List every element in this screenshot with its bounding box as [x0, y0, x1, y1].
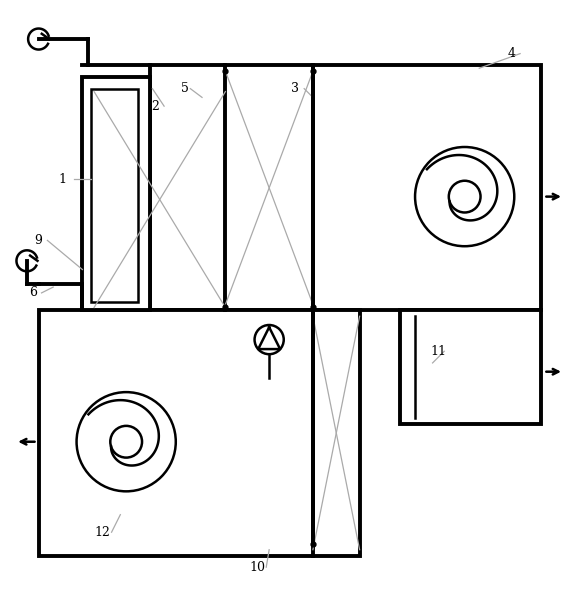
Text: 1: 1 — [58, 173, 66, 186]
Circle shape — [77, 392, 176, 491]
Circle shape — [254, 325, 284, 354]
Text: 6: 6 — [29, 287, 37, 300]
Bar — [39, 311, 360, 555]
Text: 4: 4 — [507, 47, 515, 60]
Bar — [91, 89, 138, 302]
Bar — [401, 311, 541, 424]
Text: 9: 9 — [35, 234, 43, 247]
Text: 3: 3 — [291, 82, 300, 95]
Bar — [150, 65, 541, 311]
Bar — [82, 77, 150, 311]
Text: 2: 2 — [152, 100, 159, 113]
Text: 11: 11 — [431, 345, 446, 358]
Text: 5: 5 — [181, 82, 188, 95]
Text: 12: 12 — [95, 526, 111, 539]
Circle shape — [415, 147, 514, 246]
Text: 10: 10 — [249, 561, 266, 574]
